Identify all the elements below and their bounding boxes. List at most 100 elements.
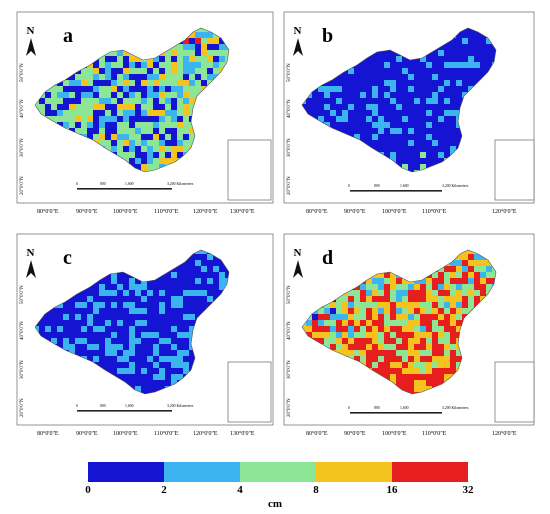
china-border (34, 27, 230, 173)
lon-label: 100°0'0"E (382, 430, 407, 437)
map-cell (123, 332, 129, 338)
map-cell (147, 332, 153, 338)
map-cell (390, 296, 396, 302)
map-cell (141, 110, 147, 116)
map-cell (141, 362, 147, 368)
map-cell (456, 356, 462, 362)
map-cell (75, 92, 81, 98)
map-cell (213, 260, 219, 266)
map-cell (438, 362, 444, 368)
map-cell (117, 356, 123, 362)
map-cell (117, 86, 123, 92)
scale-label: 1,600 (125, 404, 134, 409)
lat-label: 50°0'0"N (20, 63, 25, 82)
map-cell (93, 314, 99, 320)
map-cell (81, 68, 87, 74)
map-cell (354, 110, 360, 116)
map-cell (486, 266, 492, 272)
map-cell (99, 98, 105, 104)
map-svg-d: N d 50°0'0"N 40°0'0"N 30°0'0"N 20°0'0"N … (283, 233, 535, 437)
map-cell (165, 68, 171, 74)
map-cell (312, 92, 318, 98)
map-cell (432, 296, 438, 302)
map-cell (189, 308, 195, 314)
map-cell (456, 320, 462, 326)
map-cell (378, 122, 384, 128)
map-cell (396, 86, 402, 92)
map-cell (153, 344, 159, 350)
map-cell (372, 296, 378, 302)
map-cell (93, 284, 99, 290)
map-cell (99, 122, 105, 128)
map-panel-a: N a 50°0'0"N 40°0'0"N 30°0'0"N 20°0'0"N … (15, 10, 275, 225)
map-cell (402, 332, 408, 338)
map-panel-b: N b 50°0'0"N 40°0'0"N 30°0'0"N 20°0'0"N … (282, 10, 542, 225)
map-cell (312, 104, 318, 110)
map-cell (456, 302, 462, 308)
map-cell (135, 158, 141, 164)
map-cell (438, 110, 444, 116)
map-cell (147, 362, 153, 368)
map-cell (57, 302, 63, 308)
map-cell (354, 134, 360, 140)
map-cell (69, 344, 75, 350)
map-cell (360, 284, 366, 290)
map-cell (432, 74, 438, 80)
map-cell (129, 374, 135, 380)
map-cell (153, 56, 159, 62)
map-cell (93, 98, 99, 104)
legend-tick: 4 (237, 484, 243, 496)
map-cell (141, 386, 147, 392)
map-cell (456, 68, 462, 74)
map-cell (207, 44, 213, 50)
map-cell (360, 110, 366, 116)
map-cell (432, 56, 438, 62)
map-cell (450, 74, 456, 80)
map-cell (336, 104, 342, 110)
map-cell (372, 308, 378, 314)
map-cell (159, 356, 165, 362)
map-cell (336, 86, 342, 92)
map-cell (486, 38, 492, 44)
map-cell (372, 314, 378, 320)
map-cell (438, 80, 444, 86)
map-cell (81, 320, 87, 326)
map-cell (360, 74, 366, 80)
lon-label: 90°0'0"E (344, 430, 366, 437)
map-cell (408, 308, 414, 314)
panel-letter: b (322, 25, 333, 47)
map-cell (189, 104, 195, 110)
map-cell (57, 110, 63, 116)
map-cell (354, 296, 360, 302)
map-cell (75, 302, 81, 308)
map-cell (420, 164, 426, 170)
map-cell (189, 128, 195, 134)
map-cell (111, 134, 117, 140)
legend-tick: 16 (387, 484, 399, 496)
map-cell (159, 56, 165, 62)
map-cell (57, 86, 63, 92)
map-cell (171, 56, 177, 62)
map-cell (420, 278, 426, 284)
map-cell (99, 344, 105, 350)
map-cell (396, 80, 402, 86)
map-cell (396, 278, 402, 284)
map-cell (35, 104, 39, 110)
map-cell (342, 128, 348, 134)
map-cell (93, 104, 99, 110)
map-cell (219, 272, 225, 278)
map-cell (480, 44, 486, 50)
map-cell (207, 74, 213, 80)
map-cell (177, 128, 183, 134)
map-cell (81, 86, 87, 92)
map-cell (456, 134, 462, 140)
map-cell (354, 290, 360, 296)
map-cell (420, 374, 426, 380)
map-cell (81, 338, 87, 344)
map-cell (396, 296, 402, 302)
map-cell (302, 326, 306, 332)
map-cell (153, 122, 159, 128)
map-cell (390, 302, 396, 308)
map-cell (105, 134, 111, 140)
map-cell (75, 320, 81, 326)
